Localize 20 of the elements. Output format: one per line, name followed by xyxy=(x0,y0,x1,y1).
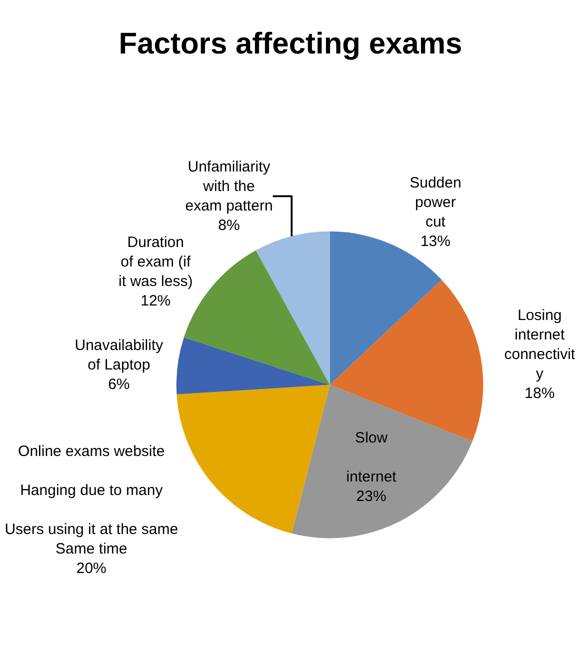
slice-label: Losing internet connectivit y xyxy=(504,306,576,382)
data-label: 23% xyxy=(356,488,386,505)
pie-slice xyxy=(256,231,330,385)
data-label: 18% xyxy=(524,384,555,402)
data-label: 8% xyxy=(218,216,240,234)
chart-title: Factors affecting exams xyxy=(118,28,462,61)
slice-label: Unfamiliarity with the exam pattern xyxy=(185,158,273,214)
data-label: 13% xyxy=(420,232,450,250)
data-label: 12% xyxy=(140,292,171,310)
category-label: Slow internet xyxy=(346,429,396,486)
data-label: 6% xyxy=(108,376,130,394)
pie-slice xyxy=(330,280,484,442)
pie-slice xyxy=(176,384,330,534)
slice-label: Sudden power cut xyxy=(410,174,462,230)
category-label: Online exams website Hanging due to many Users using it at the same Same time xyxy=(4,442,178,558)
pie-slice xyxy=(292,384,472,538)
slice-label: Duration of exam (if it was less) xyxy=(118,234,193,290)
pie-slice xyxy=(176,337,330,394)
slice-label: Unavailability of Laptop xyxy=(74,337,164,374)
data-label: 20% xyxy=(76,560,106,577)
